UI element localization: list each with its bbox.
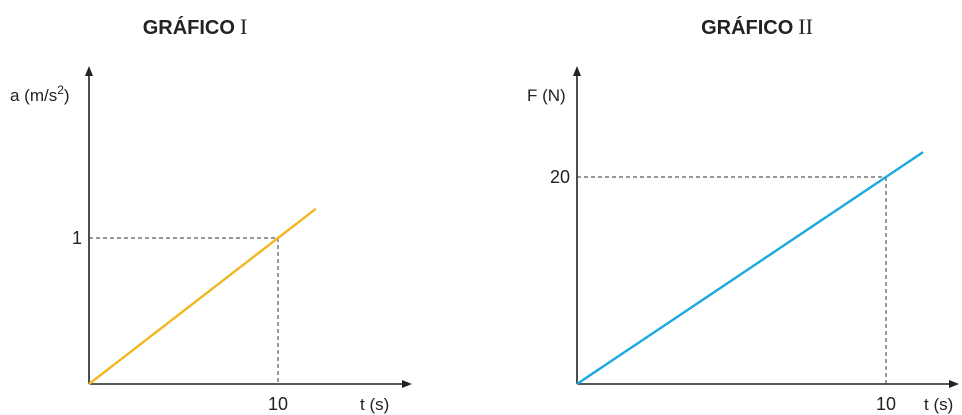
chart-2-series-line <box>576 151 924 385</box>
chart-1-x-axis-arrow <box>402 380 412 388</box>
chart-2-y-axis-label: F (N) <box>527 86 566 105</box>
chart-1-series-line <box>88 207 317 385</box>
chart-1-x-axis-label: t (s) <box>360 395 389 414</box>
chart-2-x-tick-label: 10 <box>876 394 896 414</box>
chart-1-x-tick-label: 10 <box>268 394 288 414</box>
chart-1-y-tick-label: 1 <box>72 228 82 248</box>
chart-1: GRÁFICO I a (m/s2) 1 10 t (s) <box>10 14 412 414</box>
chart-1-title: GRÁFICO I <box>143 14 248 39</box>
chart-2: GRÁFICO II F (N) 20 10 t (s) <box>527 14 959 414</box>
chart-2-y-axis-arrow <box>573 66 581 76</box>
chart-2-title: GRÁFICO II <box>701 14 813 39</box>
chart-2-y-tick-label: 20 <box>550 167 570 187</box>
chart-1-y-axis-label: a (m/s2) <box>10 83 70 105</box>
chart-2-x-axis-label: t (s) <box>924 395 953 414</box>
chart-2-x-axis-arrow <box>949 380 959 388</box>
chart-1-y-axis-arrow <box>85 66 93 76</box>
